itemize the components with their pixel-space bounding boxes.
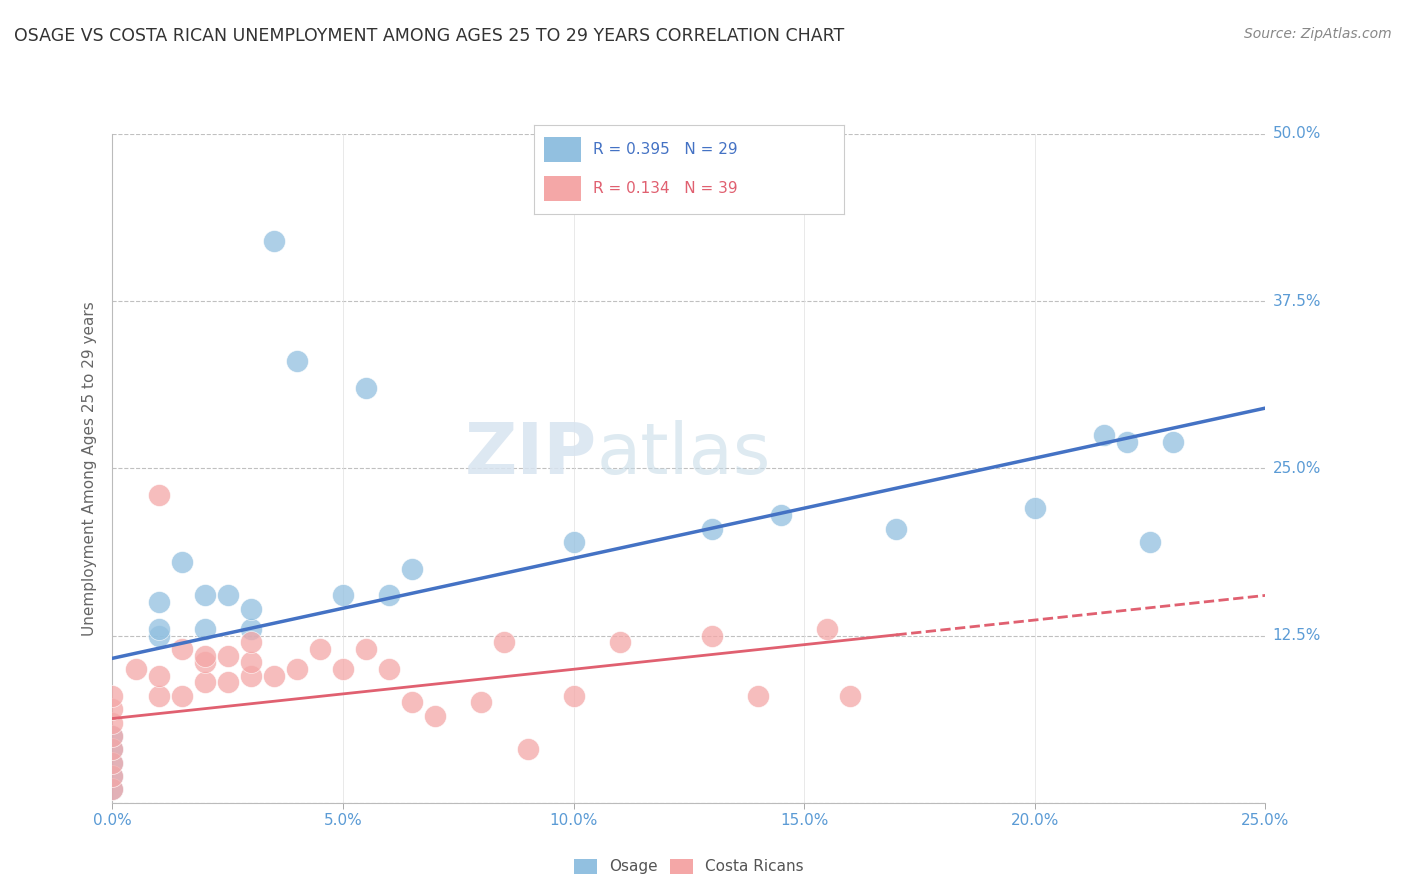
Text: Source: ZipAtlas.com: Source: ZipAtlas.com bbox=[1244, 27, 1392, 41]
Point bbox=[148, 622, 170, 636]
Point bbox=[101, 756, 124, 770]
Point bbox=[124, 662, 146, 676]
Point bbox=[101, 769, 124, 783]
Point bbox=[194, 648, 217, 663]
FancyBboxPatch shape bbox=[544, 176, 581, 201]
Point bbox=[562, 689, 585, 703]
Point bbox=[425, 708, 447, 723]
Point bbox=[401, 696, 423, 710]
Text: ZIP: ZIP bbox=[464, 420, 596, 490]
Text: 25.0%: 25.0% bbox=[1272, 461, 1320, 475]
Text: R = 0.395   N = 29: R = 0.395 N = 29 bbox=[593, 143, 738, 157]
Point bbox=[148, 628, 170, 642]
Point bbox=[101, 715, 124, 730]
Point bbox=[101, 756, 124, 770]
Point bbox=[239, 602, 262, 616]
Point bbox=[401, 562, 423, 576]
Point bbox=[217, 589, 239, 603]
Point bbox=[309, 642, 332, 657]
Point bbox=[354, 381, 377, 395]
Point bbox=[285, 662, 308, 676]
Text: 50.0%: 50.0% bbox=[1272, 127, 1320, 141]
Point bbox=[101, 782, 124, 797]
Point bbox=[770, 508, 793, 523]
Point bbox=[263, 234, 285, 248]
Point bbox=[815, 622, 838, 636]
Point bbox=[332, 589, 354, 603]
Text: OSAGE VS COSTA RICAN UNEMPLOYMENT AMONG AGES 25 TO 29 YEARS CORRELATION CHART: OSAGE VS COSTA RICAN UNEMPLOYMENT AMONG … bbox=[14, 27, 845, 45]
Point bbox=[239, 622, 262, 636]
Point bbox=[217, 675, 239, 690]
Text: 37.5%: 37.5% bbox=[1272, 293, 1320, 309]
Y-axis label: Unemployment Among Ages 25 to 29 years: Unemployment Among Ages 25 to 29 years bbox=[82, 301, 97, 636]
Point bbox=[378, 662, 401, 676]
Point bbox=[101, 782, 124, 797]
Point bbox=[148, 595, 170, 609]
Point bbox=[332, 662, 354, 676]
Point bbox=[747, 689, 769, 703]
Point bbox=[239, 635, 262, 649]
Text: R = 0.134   N = 39: R = 0.134 N = 39 bbox=[593, 181, 738, 195]
Point bbox=[217, 648, 239, 663]
Point bbox=[1139, 535, 1161, 549]
Point bbox=[101, 729, 124, 743]
Point bbox=[1116, 434, 1139, 449]
Point bbox=[170, 555, 193, 569]
Point bbox=[101, 742, 124, 756]
Point bbox=[170, 642, 193, 657]
Point bbox=[1024, 501, 1046, 516]
Point bbox=[609, 635, 631, 649]
Point bbox=[1161, 434, 1184, 449]
Point bbox=[170, 689, 193, 703]
Point bbox=[886, 521, 908, 535]
Point bbox=[101, 742, 124, 756]
Legend: Osage, Costa Ricans: Osage, Costa Ricans bbox=[567, 851, 811, 882]
Point bbox=[516, 742, 538, 756]
Point bbox=[494, 635, 516, 649]
Point bbox=[194, 675, 217, 690]
Point bbox=[263, 669, 285, 683]
Point bbox=[101, 769, 124, 783]
Text: atlas: atlas bbox=[596, 420, 770, 490]
Point bbox=[148, 669, 170, 683]
Point bbox=[839, 689, 862, 703]
Point bbox=[101, 729, 124, 743]
Point bbox=[285, 354, 308, 368]
Point bbox=[700, 521, 723, 535]
Point bbox=[1092, 428, 1115, 442]
Point bbox=[148, 689, 170, 703]
Text: 12.5%: 12.5% bbox=[1272, 628, 1320, 643]
Point bbox=[148, 488, 170, 502]
Point bbox=[194, 655, 217, 669]
Point bbox=[354, 642, 377, 657]
FancyBboxPatch shape bbox=[544, 137, 581, 162]
Point bbox=[700, 628, 723, 642]
Point bbox=[101, 689, 124, 703]
Point bbox=[239, 669, 262, 683]
Point bbox=[101, 702, 124, 716]
Point bbox=[194, 622, 217, 636]
Point bbox=[194, 589, 217, 603]
Point bbox=[378, 589, 401, 603]
Point bbox=[239, 655, 262, 669]
Point bbox=[562, 535, 585, 549]
Point bbox=[470, 696, 492, 710]
